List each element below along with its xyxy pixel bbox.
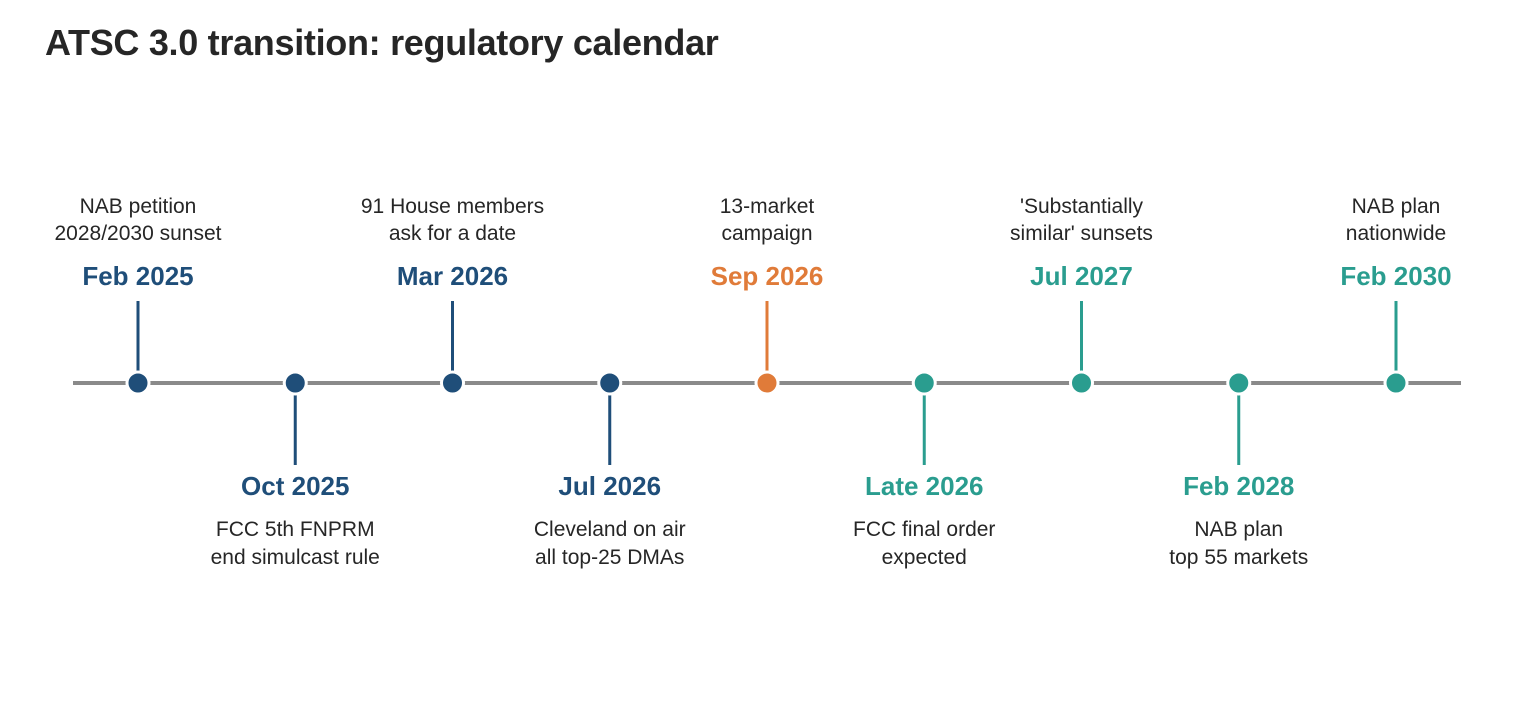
event-date: Feb 2025: [82, 261, 193, 291]
event-description: campaign: [721, 222, 812, 245]
event-description: end simulcast rule: [211, 546, 380, 569]
event-description: expected: [882, 546, 967, 569]
timeline-event: Late 2026 FCC final order expected: [853, 370, 995, 569]
event-description: FCC 5th FNPRM: [216, 518, 375, 541]
event-description: NAB petition: [80, 195, 197, 218]
event-marker: [1383, 370, 1409, 396]
timeline-event: Jul 2026 Cleveland on air all top-25 DMAs: [534, 370, 686, 569]
event-description: NAB plan: [1352, 195, 1441, 218]
event-marker: [911, 370, 937, 396]
event-description: NAB plan: [1194, 518, 1283, 541]
event-description: 2028/2030 sunset: [55, 222, 222, 245]
timeline-event: Mar 2026 91 House members ask for a date: [361, 195, 544, 396]
event-description: 91 House members: [361, 195, 544, 218]
event-description: all top-25 DMAs: [535, 546, 684, 569]
event-marker: [1069, 370, 1094, 396]
event-date: Late 2026: [865, 471, 984, 501]
event-marker: [1226, 370, 1252, 396]
timeline-event: Feb 2030 NAB plan nationwide: [1340, 195, 1452, 396]
event-description: 13-market: [720, 195, 815, 218]
event-date: Jul 2027: [1030, 261, 1133, 291]
timeline-event: Sep 2026 13-market campaign: [711, 195, 824, 396]
event-date: Jul 2026: [558, 471, 661, 501]
event-description: similar' sunsets: [1010, 222, 1153, 245]
timeline-event: Jul 2027 'Substantially similar' sunsets: [1010, 195, 1153, 396]
event-date: Feb 2030: [1340, 261, 1451, 291]
timeline-event: Oct 2025 FCC 5th FNPRM end simulcast rule: [211, 370, 380, 569]
event-description: top 55 markets: [1169, 546, 1308, 569]
event-marker: [597, 370, 623, 396]
event-date: Mar 2026: [397, 261, 508, 291]
event-marker: [440, 370, 465, 396]
event-description: Cleveland on air: [534, 518, 686, 541]
event-date: Sep 2026: [711, 261, 824, 291]
event-description: nationwide: [1346, 222, 1446, 245]
event-description: 'Substantially: [1020, 195, 1144, 218]
event-marker: [282, 370, 308, 396]
event-marker: [125, 370, 151, 396]
page-title: ATSC 3.0 transition: regulatory calendar: [45, 22, 719, 63]
timeline-event: Feb 2025 NAB petition 2028/2030 sunset: [55, 195, 222, 396]
event-date: Oct 2025: [241, 471, 349, 501]
event-date: Feb 2028: [1183, 471, 1294, 501]
event-marker: [754, 370, 780, 396]
event-description: FCC final order: [853, 518, 995, 541]
event-description: ask for a date: [389, 222, 516, 245]
timeline-event: Feb 2028 NAB plan top 55 markets: [1169, 370, 1308, 569]
timeline-events: Feb 2025 NAB petition 2028/2030 sunset Oct …: [55, 195, 1452, 569]
